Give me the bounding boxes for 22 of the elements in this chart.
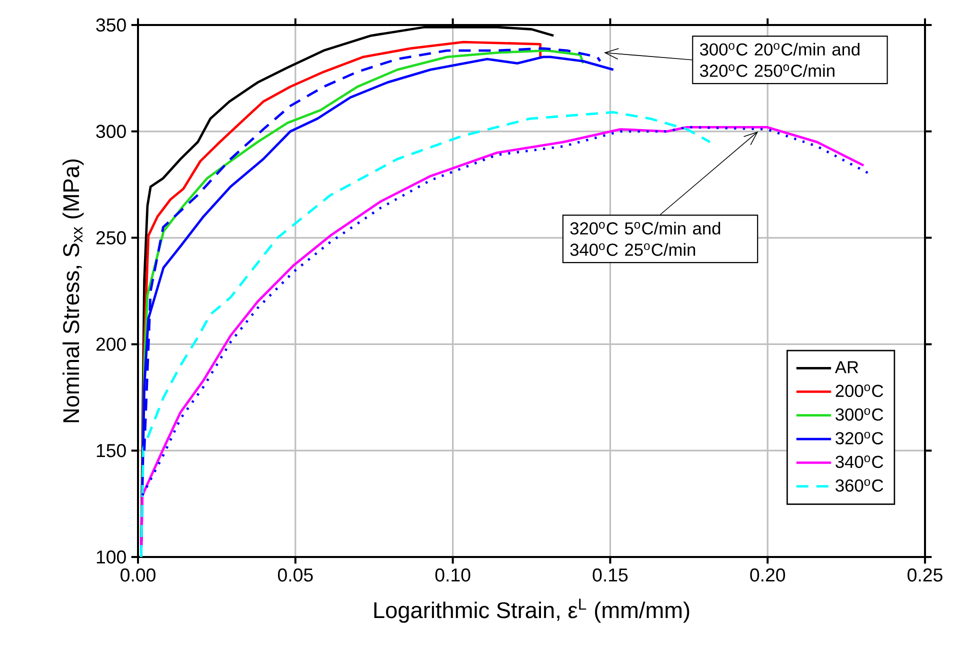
y-tick-label: 100 xyxy=(96,550,126,564)
y-tick-label: 150 xyxy=(96,444,126,458)
legend-label: 360$^{o}$C xyxy=(836,479,884,492)
y-axis-title: Nominal Stress, S$_{xx}$ (MPa) xyxy=(62,159,84,422)
x-axis-title: Logarithmic Strain, ε$^{L}$ (mm/mm) xyxy=(374,598,690,623)
text: 300$^{o}$C 20$^{o}$C/min and 320$^{o}$C 250$^{o}$C/min xyxy=(700,42,860,77)
legend-label: 300$^{o}$C xyxy=(836,408,884,421)
x-tick-label: 0.15 xyxy=(592,568,628,582)
y-tick-label: 250 xyxy=(96,231,126,244)
x-tick-label: 0.20 xyxy=(750,568,786,582)
legend-label: 320$^{o}$C xyxy=(836,432,884,444)
y-tick-label: 300 xyxy=(96,124,126,138)
legend-label: 200$^{o}$C xyxy=(836,384,884,398)
x-tick-label: 0.00 xyxy=(120,568,156,582)
y-tick-label: 350 xyxy=(96,18,126,32)
x-tick-label: 0.10 xyxy=(435,568,470,582)
legend-label: AR xyxy=(834,361,858,374)
y-tick-label: 200 xyxy=(96,338,126,351)
legend-label: 340$^{o}$C xyxy=(836,456,884,468)
x-tick-label: 0.05 xyxy=(278,568,313,582)
x-tick-label: 0.25 xyxy=(908,568,942,582)
text: 320$^{o}$C 5$^{o}$C/min and 340$^{o}$C 25$^{o}$C/min xyxy=(570,222,720,256)
